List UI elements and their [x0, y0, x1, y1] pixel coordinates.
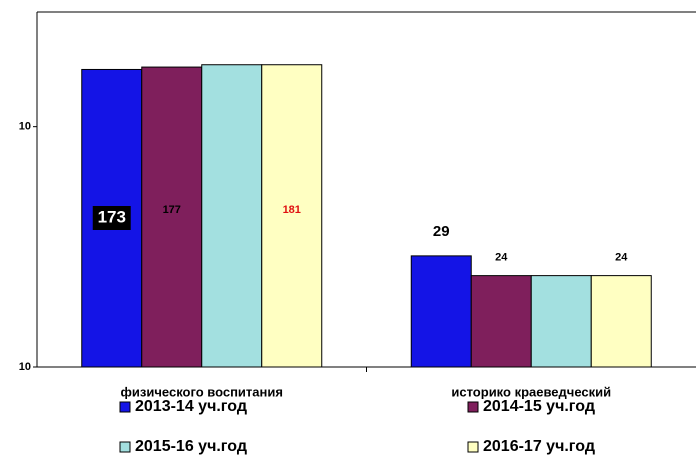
data-label: 29	[433, 223, 450, 240]
data-label: 177	[163, 204, 181, 216]
legend-swatch	[119, 441, 131, 453]
bar	[261, 64, 323, 368]
bar	[530, 275, 592, 368]
data-label: 24	[615, 252, 628, 264]
data-label: 173	[98, 207, 126, 226]
data-label: 181	[283, 204, 301, 216]
bar	[470, 275, 532, 368]
label-box	[92, 206, 131, 230]
data-label: 24	[495, 252, 508, 264]
bar	[590, 275, 652, 368]
legend-swatch	[467, 441, 479, 453]
legend-swatch	[467, 401, 479, 413]
bar	[410, 255, 472, 368]
legend-label: 2015-16 уч.год	[135, 438, 247, 455]
x-tick-label: историко краеведческий	[451, 384, 611, 399]
legend-label: 2014-15 уч.год	[483, 398, 595, 415]
legend-label: 2013-14 уч.год	[135, 398, 247, 415]
bar	[201, 64, 263, 368]
legend-label: 2016-17 уч.год	[483, 438, 595, 455]
y-tick-label: 10	[19, 361, 31, 373]
x-tick-label: физического воспитания	[121, 384, 283, 399]
bar	[141, 66, 203, 368]
legend-swatch	[119, 401, 131, 413]
y-tick-label: 10	[19, 121, 31, 133]
